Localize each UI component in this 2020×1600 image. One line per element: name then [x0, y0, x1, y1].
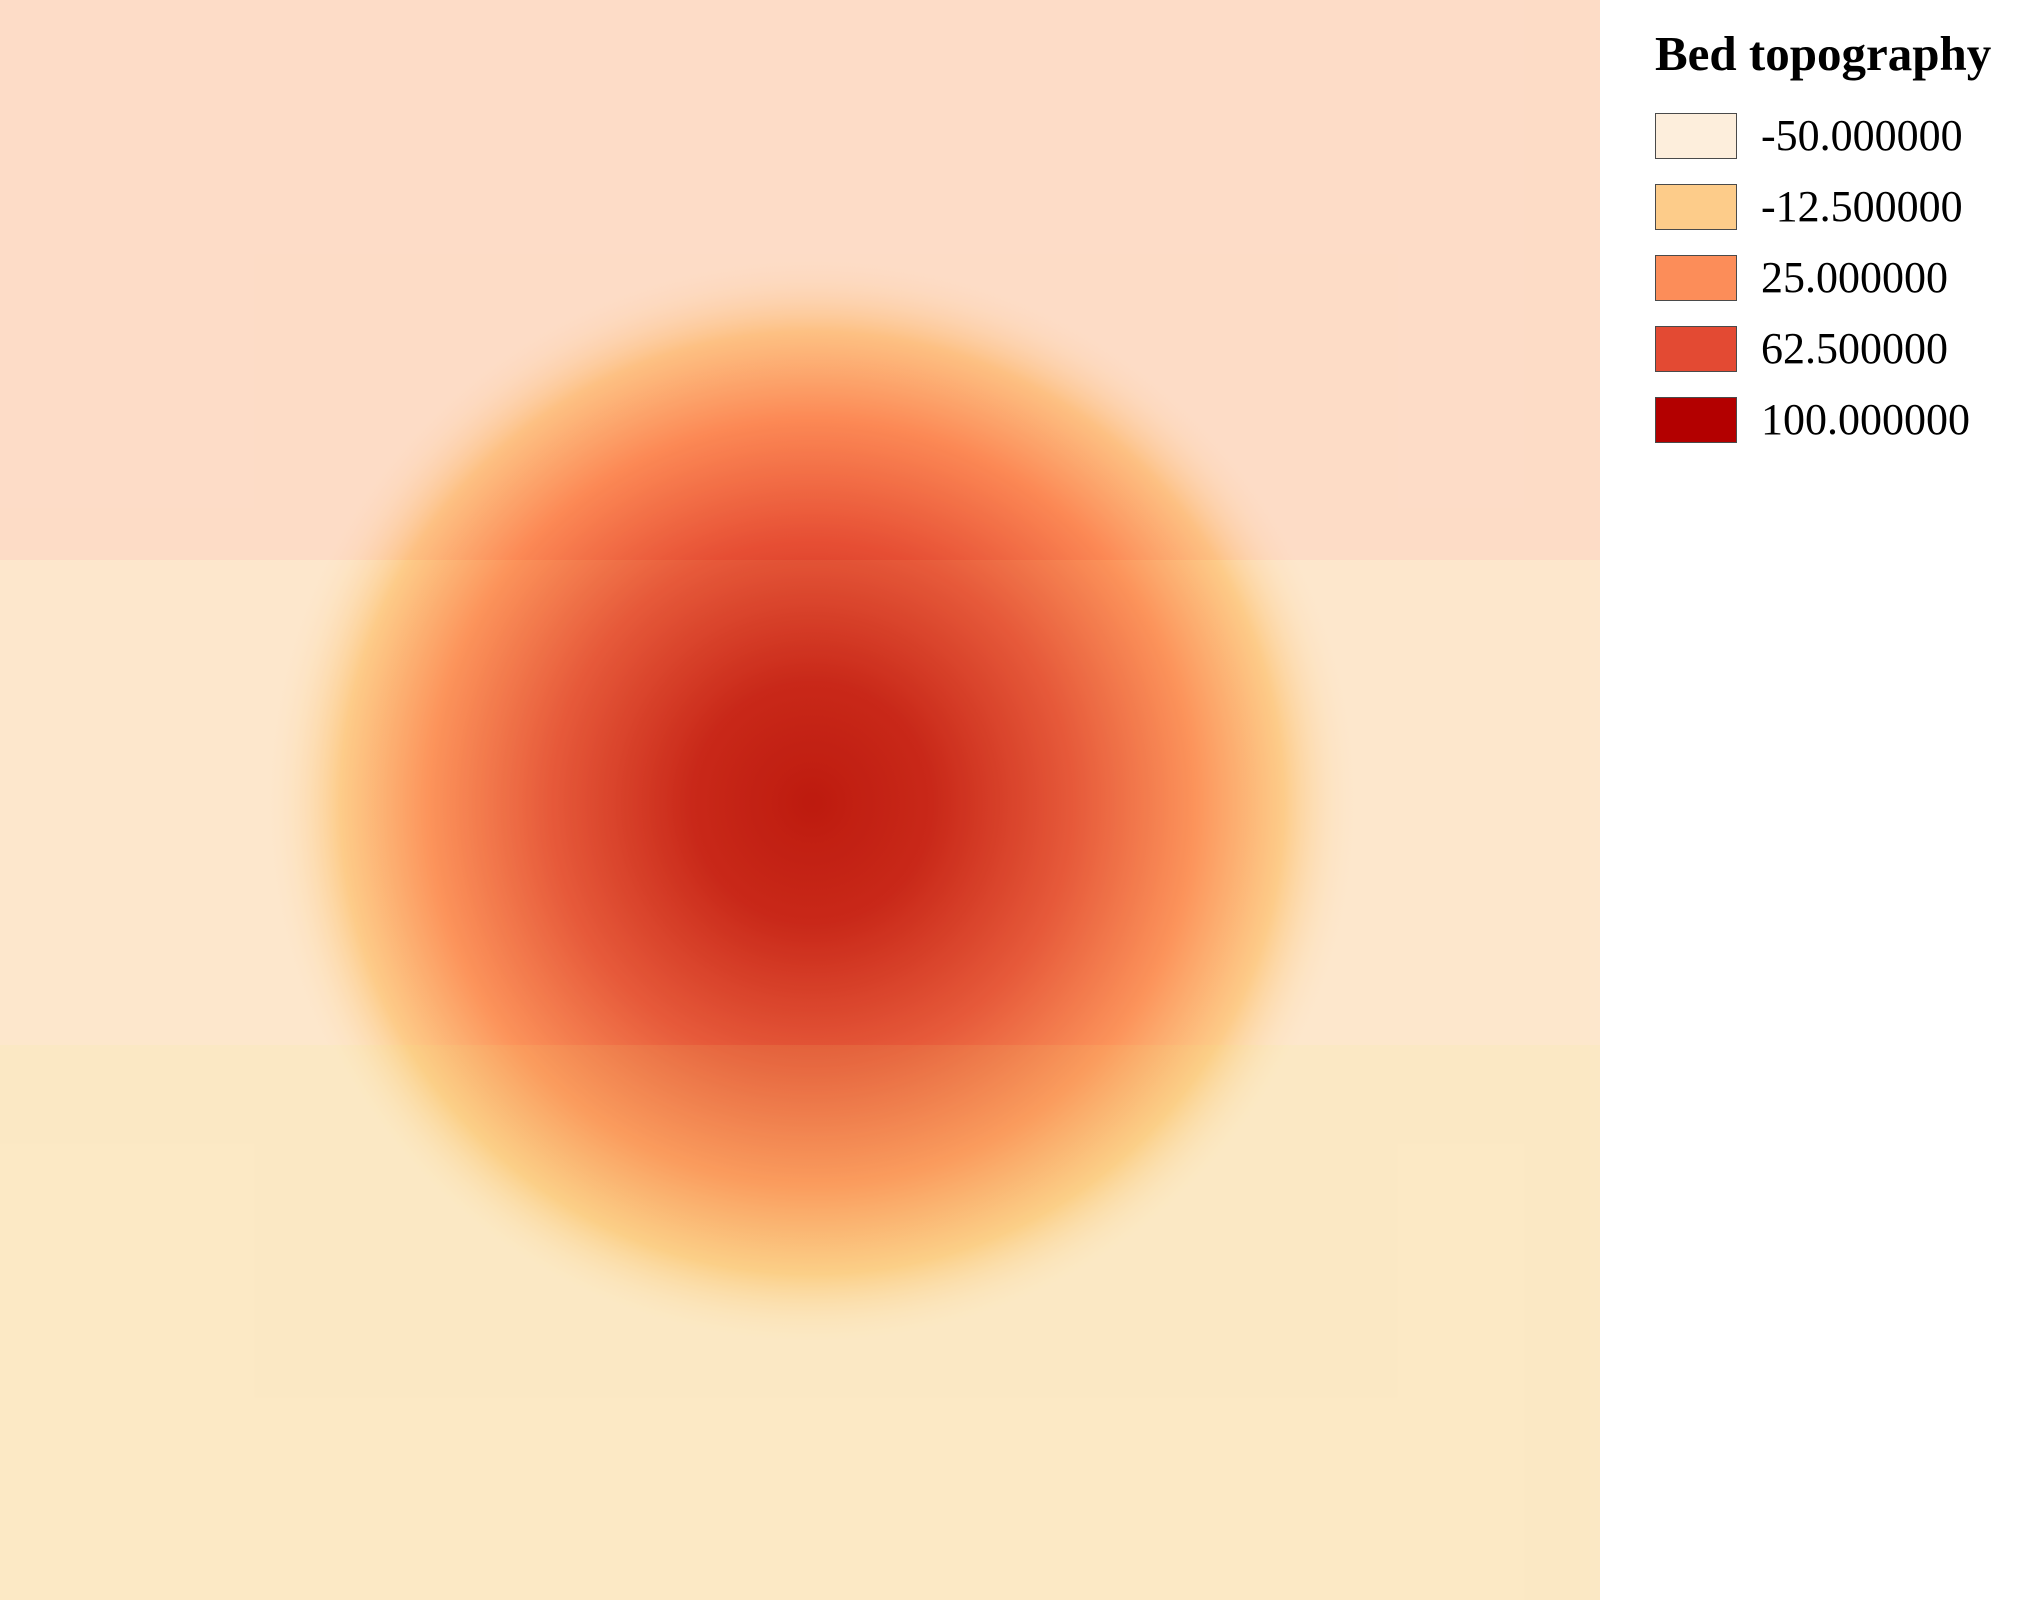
legend-list: -50.000000 -12.500000 25.000000 62.500000 10… — [1655, 100, 2015, 455]
legend-label: -50.000000 — [1761, 111, 1963, 160]
legend-title: Bed topography — [1655, 26, 1992, 81]
legend-item: 62.500000 — [1655, 313, 2015, 384]
legend-swatch — [1655, 254, 1737, 301]
legend-item: -50.000000 — [1655, 100, 2015, 171]
legend-item: 100.000000 — [1655, 384, 2015, 455]
legend-item: 25.000000 — [1655, 242, 2015, 313]
overlay-band — [0, 1045, 1600, 1600]
legend-swatch — [1655, 325, 1737, 372]
bed-topography-raster — [0, 0, 1600, 1600]
legend-label: -12.500000 — [1761, 182, 1963, 231]
legend-swatch — [1655, 396, 1737, 443]
legend-item: -12.500000 — [1655, 171, 2015, 242]
topography-dome — [264, 255, 1360, 1351]
legend-swatch — [1655, 183, 1737, 230]
legend-label: 100.000000 — [1761, 395, 1970, 444]
legend: Bed topography -50.000000 -12.500000 25.00… — [1655, 24, 2015, 455]
legend-label: 25.000000 — [1761, 253, 1948, 302]
legend-swatch — [1655, 112, 1737, 159]
legend-label: 62.500000 — [1761, 324, 1948, 373]
overlay-band — [0, 560, 1600, 1045]
overlay-band — [0, 0, 1600, 560]
